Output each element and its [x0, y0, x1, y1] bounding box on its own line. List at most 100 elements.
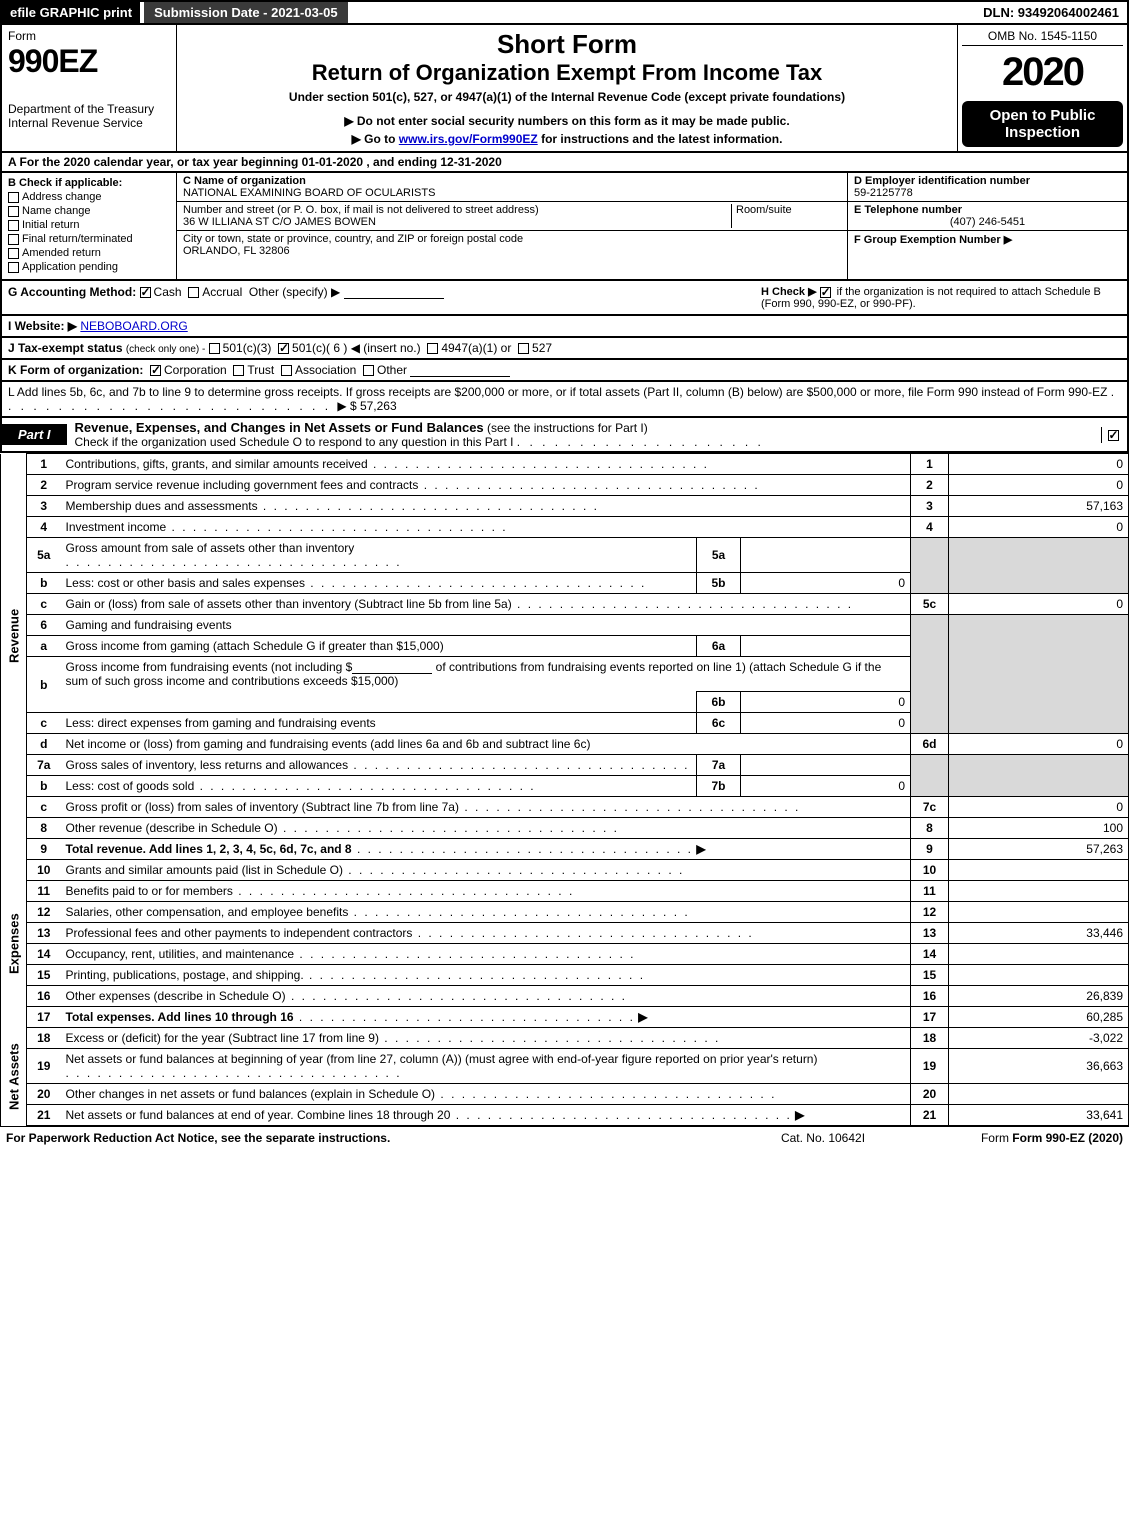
- section-k: K Form of organization: Corporation Trus…: [0, 358, 1129, 380]
- section-l-amount: ▶ $ 57,263: [337, 399, 396, 413]
- shade-5ab-amt: [949, 538, 1129, 594]
- line-12-num: 12: [27, 902, 61, 923]
- part1-schedule-o-check[interactable]: [1101, 427, 1127, 443]
- part1-label: Part I: [2, 424, 67, 445]
- line-15-ln: 15: [911, 965, 949, 986]
- section-g: G Accounting Method: Cash Accrual Other …: [8, 285, 761, 310]
- submission-date: Submission Date - 2021-03-05: [144, 2, 348, 23]
- other-org-input[interactable]: [410, 363, 510, 377]
- goto-tail: for instructions and the latest informat…: [541, 132, 782, 146]
- ein-value: 59-2125778: [854, 187, 1121, 199]
- line-6d-desc: Net income or (loss) from gaming and fun…: [61, 734, 911, 755]
- efile-print-button[interactable]: efile GRAPHIC print: [2, 2, 140, 23]
- room-suite-label: Room/suite: [731, 204, 841, 228]
- line-6c-num: c: [27, 713, 61, 734]
- chk-501c3-label: 501(c)(3): [223, 341, 272, 355]
- section-h-label: H Check ▶: [761, 286, 817, 298]
- line-20-ln: 20: [911, 1084, 949, 1105]
- chk-application-pending[interactable]: Application pending: [8, 261, 170, 273]
- section-a-period: A For the 2020 calendar year, or tax yea…: [0, 151, 1129, 171]
- line-19-desc: Net assets or fund balances at beginning…: [61, 1049, 911, 1084]
- chk-accrual[interactable]: [188, 287, 199, 298]
- line-12-ln: 12: [911, 902, 949, 923]
- line-8-ln: 8: [911, 818, 949, 839]
- chk-corporation[interactable]: [150, 365, 161, 376]
- line-6a-subval: [741, 636, 911, 657]
- line-13-desc: Professional fees and other payments to …: [61, 923, 911, 944]
- section-b: B Check if applicable: Address change Na…: [2, 173, 177, 279]
- line-6b-sub: 6b: [697, 692, 741, 713]
- goto-prefix: ▶ Go to: [352, 132, 399, 146]
- line-14-num: 14: [27, 944, 61, 965]
- footer-form-num: Form 990-EZ (2020): [1012, 1131, 1123, 1145]
- section-j-label: J Tax-exempt status: [8, 341, 123, 355]
- line-5a-desc: Gross amount from sale of assets other t…: [61, 538, 697, 573]
- header-right: OMB No. 1545-1150 2020 Open to Public In…: [957, 25, 1127, 151]
- chk-application-pending-label: Application pending: [22, 261, 118, 273]
- line-5c-amt: 0: [949, 594, 1129, 615]
- irs-label: Internal Revenue Service: [8, 116, 170, 130]
- chk-address-change[interactable]: Address change: [8, 191, 170, 203]
- other-specify-input[interactable]: [344, 285, 444, 299]
- line-17-ln: 17: [911, 1007, 949, 1028]
- form-header: Form 990EZ Department of the Treasury In…: [0, 23, 1129, 151]
- website-link[interactable]: NEBOBOARD.ORG: [80, 319, 187, 333]
- line-17-num: 17: [27, 1007, 61, 1028]
- line-21-num: 21: [27, 1105, 61, 1126]
- chk-association[interactable]: [281, 365, 292, 376]
- line-6c-subval: 0: [741, 713, 911, 734]
- chk-schedule-b-not-required[interactable]: [820, 287, 831, 298]
- chk-amended-return[interactable]: Amended return: [8, 247, 170, 259]
- line-19-amt: 36,663: [949, 1049, 1129, 1084]
- chk-corporation-label: Corporation: [164, 363, 227, 377]
- line-7c-desc: Gross profit or (loss) from sales of inv…: [61, 797, 911, 818]
- top-bar: efile GRAPHIC print Submission Date - 20…: [0, 0, 1129, 23]
- chk-cash[interactable]: [140, 287, 151, 298]
- irs-link[interactable]: www.irs.gov/Form990EZ: [399, 132, 538, 146]
- chk-final-return[interactable]: Final return/terminated: [8, 233, 170, 245]
- line-6a-desc: Gross income from gaming (attach Schedul…: [61, 636, 697, 657]
- line-6b-num: b: [27, 657, 61, 713]
- line-4-amt: 0: [949, 517, 1129, 538]
- line-3-amt: 57,163: [949, 496, 1129, 517]
- form-label: Form: [8, 29, 170, 43]
- line-9-ln: 9: [911, 839, 949, 860]
- header-center: Short Form Return of Organization Exempt…: [177, 25, 957, 151]
- row-g-h: G Accounting Method: Cash Accrual Other …: [0, 279, 1129, 314]
- chk-other-org[interactable]: [363, 365, 374, 376]
- shade-7ab-amt: [949, 755, 1129, 797]
- chk-trust[interactable]: [233, 365, 244, 376]
- line-6d-num: d: [27, 734, 61, 755]
- section-j-hint: (check only one) -: [126, 344, 205, 355]
- section-l: L Add lines 5b, 6c, and 7b to line 9 to …: [0, 380, 1129, 418]
- chk-501c3[interactable]: [209, 343, 220, 354]
- line-18-desc: Excess or (deficit) for the year (Subtra…: [61, 1028, 911, 1049]
- chk-name-change[interactable]: Name change: [8, 205, 170, 217]
- line-7a-sub: 7a: [697, 755, 741, 776]
- chk-501c[interactable]: [278, 343, 289, 354]
- line-13-ln: 13: [911, 923, 949, 944]
- chk-initial-return[interactable]: Initial return: [8, 219, 170, 231]
- shade-5ab: [911, 538, 949, 594]
- shade-6: [911, 615, 949, 734]
- chk-527[interactable]: [518, 343, 529, 354]
- line-10-desc: Grants and similar amounts paid (list in…: [61, 860, 911, 881]
- tax-year: 2020: [962, 50, 1123, 95]
- line-7c-amt: 0: [949, 797, 1129, 818]
- revenue-side-cont: [1, 818, 27, 860]
- street-address: 36 W ILLIANA ST C/O JAMES BOWEN: [183, 216, 731, 228]
- line-5c-ln: 5c: [911, 594, 949, 615]
- section-j: J Tax-exempt status (check only one) - 5…: [0, 336, 1129, 358]
- line-20-desc: Other changes in net assets or fund bala…: [61, 1084, 911, 1105]
- other-specify-label: Other (specify) ▶: [249, 285, 340, 299]
- section-i-label: I Website: ▶: [8, 319, 77, 333]
- line-7c-ln: 7c: [911, 797, 949, 818]
- line-6b-desc-cont: [61, 692, 697, 713]
- chk-4947a1-label: 4947(a)(1) or: [441, 341, 511, 355]
- chk-initial-return-label: Initial return: [22, 219, 79, 231]
- line-6b-contribution-input[interactable]: [352, 660, 432, 674]
- chk-527-label: 527: [532, 341, 552, 355]
- line-9-desc: Total revenue. Add lines 1, 2, 3, 4, 5c,…: [61, 839, 911, 860]
- line-3-num: 3: [27, 496, 61, 517]
- chk-4947a1[interactable]: [427, 343, 438, 354]
